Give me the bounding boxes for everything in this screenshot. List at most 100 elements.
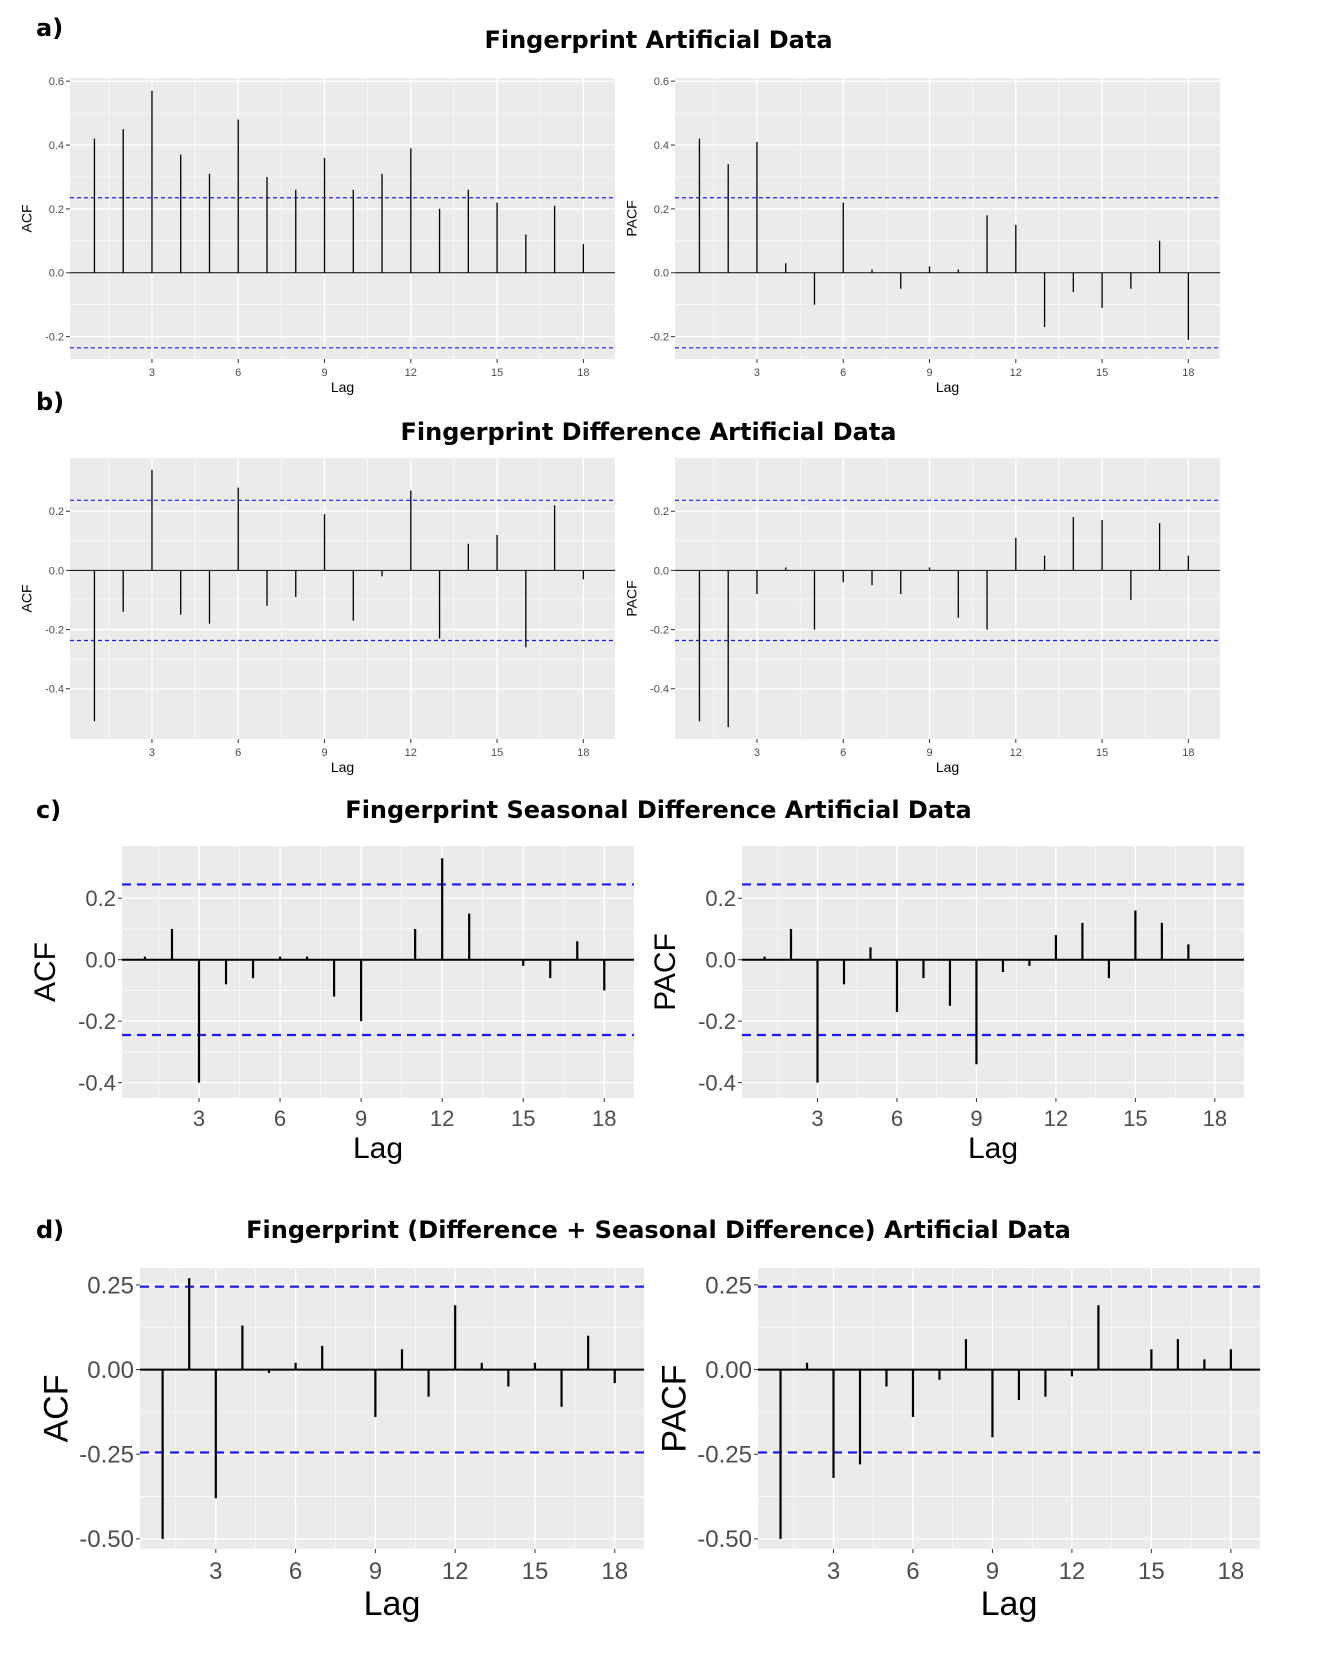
y-tick-label: -0.2 <box>698 1009 736 1034</box>
x-axis-title: Lag <box>968 1132 1018 1165</box>
section-b-title: Fingerprint Difference Artificial Data <box>400 418 897 446</box>
x-tick-label: 9 <box>355 1106 367 1131</box>
y-tick-label: -0.50 <box>697 1526 752 1553</box>
x-tick-label: 18 <box>577 747 589 759</box>
x-tick-label: 18 <box>1182 367 1194 379</box>
pacf-plot-b: -0.4 -0.2 0.0 0.2 3 6 9 12 15 18 Lag PACF <box>623 458 1220 775</box>
y-tick-label: 0.6 <box>49 76 64 88</box>
x-axis-title: Lag <box>364 1585 421 1623</box>
acf-plot-a: -0.2 0.0 0.2 0.4 0.6 3 6 9 12 15 18 Lag ACF <box>18 76 615 395</box>
x-tick-label: 6 <box>289 1558 302 1585</box>
y-tick-label: 0.0 <box>654 565 669 577</box>
x-tick-label: 6 <box>840 367 846 379</box>
y-tick-label: -0.25 <box>697 1442 752 1469</box>
y-tick-label: 0.2 <box>49 506 64 518</box>
pacf-plot-a: -0.2 0.0 0.2 0.4 0.6 3 6 9 12 15 18 Lag PACF <box>623 76 1220 395</box>
x-tick-label: 18 <box>1203 1106 1227 1131</box>
x-tick-label: 9 <box>926 367 932 379</box>
y-tick-label: 0.25 <box>87 1272 134 1299</box>
y-tick-label: 0.4 <box>49 140 64 152</box>
y-tick-label: 0.2 <box>85 886 116 911</box>
x-tick-label: 15 <box>1096 747 1108 759</box>
x-tick-label: 15 <box>1123 1106 1147 1131</box>
section-d-title: Fingerprint (Difference + Seasonal Diffe… <box>246 1216 1071 1244</box>
y-tick-label: 0.00 <box>705 1357 752 1384</box>
x-tick-label: 18 <box>1218 1558 1245 1585</box>
pacf-plot-d: -0.50 -0.25 0.00 0.25 3 6 9 12 15 18 Lag PACF <box>656 1268 1260 1623</box>
y-tick-label: -0.4 <box>650 684 669 696</box>
acf-plot-b: -0.4 -0.2 0.0 0.2 3 6 9 12 15 18 Lag ACF <box>18 458 615 775</box>
y-tick-label: 0.0 <box>654 268 669 280</box>
plot-panel <box>675 78 1220 359</box>
x-tick-label: 3 <box>193 1106 205 1131</box>
x-tick-label: 6 <box>891 1106 903 1131</box>
x-tick-label: 12 <box>1059 1558 1086 1585</box>
x-tick-label: 15 <box>511 1106 535 1131</box>
section-a-letter: a) <box>36 14 64 42</box>
section-d-letter: d) <box>36 1216 65 1244</box>
x-axis-title: Lag <box>936 759 959 775</box>
x-tick-label: 9 <box>926 747 932 759</box>
section-c-letter: c) <box>36 796 62 824</box>
y-tick-label: 0.2 <box>705 886 736 911</box>
y-axis-title: PACF <box>649 933 682 1011</box>
x-tick-label: 9 <box>970 1106 982 1131</box>
x-tick-label: 18 <box>592 1106 616 1131</box>
y-tick-label: -0.4 <box>698 1070 736 1095</box>
acf-plot-c: -0.4 -0.2 0.0 0.2 3 6 9 12 15 18 Lag ACF <box>29 846 634 1165</box>
y-tick-label: -0.2 <box>45 624 64 636</box>
y-tick-label: -0.2 <box>45 331 64 343</box>
y-axis-title: PACF <box>623 580 639 616</box>
section-a-title: Fingerprint Artificial Data <box>484 26 833 54</box>
y-tick-label: 0.2 <box>654 204 669 216</box>
y-tick-label: 0.6 <box>654 76 669 88</box>
plot-panel <box>675 458 1220 739</box>
y-tick-label: -0.25 <box>79 1442 134 1469</box>
x-axis-title: Lag <box>331 379 354 395</box>
x-tick-label: 12 <box>405 367 417 379</box>
y-axis-title: ACF <box>38 1375 76 1443</box>
x-tick-label: 12 <box>1044 1106 1068 1131</box>
x-tick-label: 3 <box>754 367 760 379</box>
x-tick-label: 3 <box>149 747 155 759</box>
acf-plot-d: -0.50 -0.25 0.00 0.25 3 6 9 12 15 18 Lag ACF <box>38 1268 644 1623</box>
x-tick-label: 9 <box>321 367 327 379</box>
x-tick-label: 6 <box>235 747 241 759</box>
plot-panel <box>122 846 634 1098</box>
y-tick-label: 0.4 <box>654 140 669 152</box>
x-tick-label: 6 <box>274 1106 286 1131</box>
y-tick-label: 0.2 <box>654 506 669 518</box>
plot-panel <box>140 1268 644 1549</box>
y-tick-label: 0.00 <box>87 1357 134 1384</box>
x-tick-label: 15 <box>491 747 503 759</box>
x-tick-label: 9 <box>986 1558 999 1585</box>
x-axis-title: Lag <box>981 1585 1038 1623</box>
x-tick-label: 18 <box>577 367 589 379</box>
y-axis-title: PACF <box>623 200 639 236</box>
x-tick-label: 15 <box>1096 367 1108 379</box>
plot-panel <box>70 78 615 359</box>
x-axis-title: Lag <box>331 759 354 775</box>
pacf-plot-c: -0.4 -0.2 0.0 0.2 3 6 9 12 15 18 Lag PACF <box>649 846 1244 1165</box>
y-axis-title: PACF <box>656 1364 694 1452</box>
plot-panel <box>758 1268 1260 1549</box>
x-tick-label: 15 <box>491 367 503 379</box>
y-tick-label: -0.2 <box>650 331 669 343</box>
y-axis-title: ACF <box>18 205 34 233</box>
x-tick-label: 12 <box>405 747 417 759</box>
x-tick-label: 12 <box>1010 367 1022 379</box>
x-tick-label: 6 <box>840 747 846 759</box>
y-tick-label: 0.25 <box>705 1272 752 1299</box>
x-tick-label: 15 <box>1138 1558 1165 1585</box>
y-tick-label: -0.4 <box>45 684 64 696</box>
x-tick-label: 9 <box>321 747 327 759</box>
y-tick-label: 0.0 <box>49 268 64 280</box>
y-tick-label: -0.2 <box>78 1009 116 1034</box>
x-tick-label: 6 <box>235 367 241 379</box>
x-axis-title: Lag <box>936 379 959 395</box>
x-tick-label: 18 <box>601 1558 628 1585</box>
x-tick-label: 9 <box>369 1558 382 1585</box>
x-tick-label: 12 <box>1010 747 1022 759</box>
x-tick-label: 18 <box>1182 747 1194 759</box>
y-axis-title: ACF <box>29 942 62 1002</box>
